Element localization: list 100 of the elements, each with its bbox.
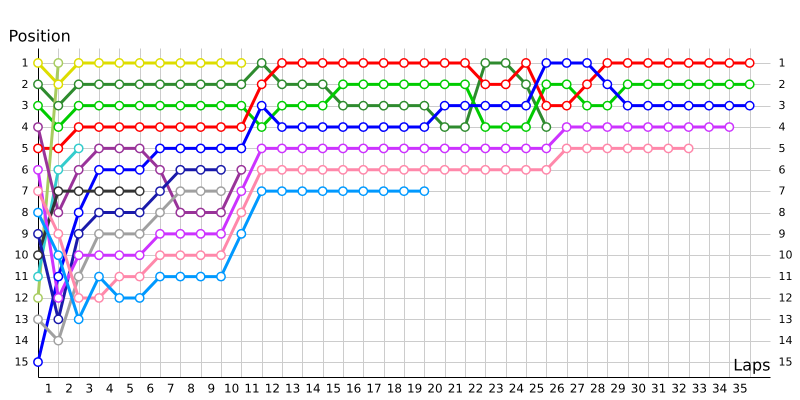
point	[175, 100, 186, 111]
point	[440, 58, 450, 68]
x-tick-label: 1	[44, 382, 52, 396]
point	[297, 58, 308, 68]
point	[236, 164, 246, 175]
point	[114, 164, 124, 175]
point	[33, 122, 43, 132]
y-tick-label: 14	[14, 334, 28, 348]
point	[33, 293, 43, 303]
point	[236, 228, 246, 239]
point	[724, 58, 734, 68]
point	[74, 272, 84, 282]
point	[216, 100, 226, 111]
point	[440, 100, 450, 111]
point	[297, 164, 308, 175]
x-tick-label: 27	[570, 382, 585, 396]
point	[643, 79, 653, 90]
point	[460, 143, 470, 154]
point	[236, 100, 246, 111]
point	[419, 143, 430, 154]
point	[155, 272, 165, 282]
point	[53, 122, 64, 132]
point	[582, 143, 592, 154]
point	[358, 143, 368, 154]
point	[74, 58, 84, 68]
point	[33, 186, 43, 196]
point	[643, 100, 653, 111]
x-tick-label: 11	[244, 382, 260, 396]
x-tick-label: 23	[488, 382, 504, 396]
point	[256, 164, 267, 175]
y-tick-label: 4	[22, 120, 28, 134]
y-tick-label: 5	[22, 142, 28, 155]
y-tick-label: 9	[22, 227, 28, 240]
point	[562, 100, 572, 111]
point	[175, 58, 186, 68]
point	[500, 100, 511, 111]
point	[419, 79, 430, 90]
y-tick-label: 13	[14, 312, 28, 326]
point	[460, 164, 470, 175]
x-axis-title: Laps	[733, 356, 770, 374]
point	[175, 186, 186, 196]
point	[114, 272, 124, 282]
point	[277, 58, 287, 68]
point	[562, 143, 572, 154]
y2-tick-label: 12	[778, 291, 792, 304]
point	[378, 186, 389, 196]
point	[33, 143, 43, 154]
y2-tick-label: 2	[778, 78, 786, 91]
x-tick-label: 21	[448, 382, 463, 396]
point	[155, 164, 165, 175]
point	[216, 143, 226, 154]
point	[53, 58, 64, 68]
point	[74, 186, 84, 196]
point	[419, 100, 430, 111]
point	[358, 79, 368, 90]
x-tick-label: 9	[208, 382, 216, 396]
x-tick-label: 20	[427, 382, 443, 396]
point	[541, 58, 552, 68]
y2-tick-label: 11	[778, 270, 792, 284]
point	[460, 58, 470, 68]
point	[643, 122, 653, 132]
point	[297, 100, 308, 111]
point	[134, 100, 145, 111]
y2-tick-label: 13	[778, 312, 792, 326]
point	[460, 79, 470, 90]
point	[663, 58, 674, 68]
point	[216, 250, 226, 260]
point	[134, 208, 145, 218]
point	[460, 122, 470, 132]
point	[53, 79, 64, 90]
point	[704, 79, 714, 90]
y-tick-label: 12	[14, 291, 28, 304]
x-tick-label: 10	[224, 382, 240, 396]
point	[94, 100, 104, 111]
point	[338, 79, 348, 90]
point	[216, 58, 226, 68]
x-tick-label: 13	[285, 382, 300, 396]
point	[440, 79, 450, 90]
point	[622, 143, 633, 154]
point	[541, 164, 552, 175]
point	[297, 143, 308, 154]
point	[277, 100, 287, 111]
y2-tick-label: 14	[778, 334, 792, 348]
point	[338, 143, 348, 154]
point	[114, 143, 124, 154]
point	[480, 58, 490, 68]
x-tick-label: 3	[86, 382, 94, 396]
point	[196, 143, 206, 154]
x-tick-label: 12	[264, 382, 280, 396]
point	[663, 122, 674, 132]
point	[94, 272, 104, 282]
point	[196, 100, 206, 111]
point	[338, 58, 348, 68]
x-tick-label: 17	[366, 382, 382, 396]
point	[33, 164, 43, 175]
point	[419, 122, 430, 132]
point	[94, 79, 104, 90]
point	[134, 186, 145, 196]
y-tick-label: 8	[22, 206, 28, 219]
point	[684, 79, 694, 90]
